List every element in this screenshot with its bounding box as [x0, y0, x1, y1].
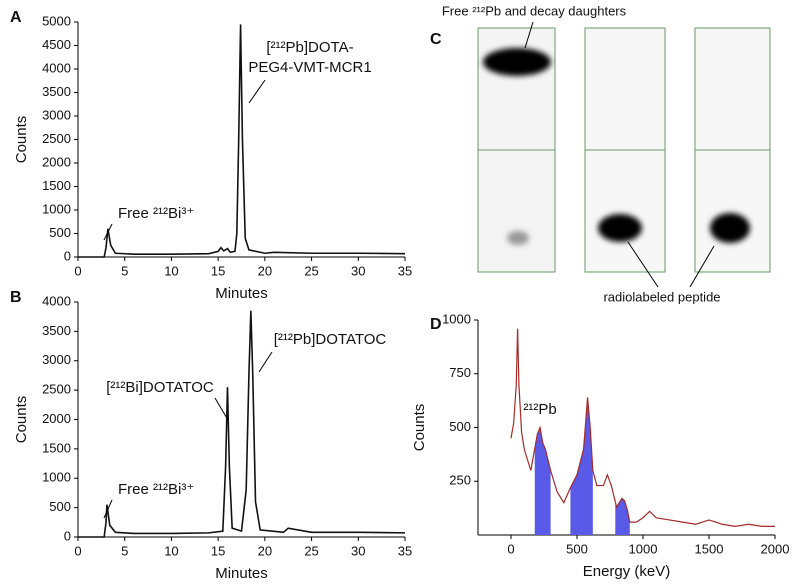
- y-tick-label: 0: [64, 248, 71, 263]
- data-line: [78, 310, 406, 538]
- y-tick-label: 0: [64, 528, 71, 543]
- y-tick-label: 4000: [42, 293, 71, 308]
- panel-label: A: [10, 9, 22, 26]
- y-tick-label: 2000: [42, 154, 71, 169]
- leader: [627, 241, 659, 288]
- y-tick-label: 1500: [42, 440, 71, 455]
- x-tick-label: 30: [351, 543, 365, 558]
- y-tick-label: 500: [449, 419, 471, 434]
- spot: [710, 213, 750, 243]
- annotation: Free ²¹²Bi³⁺: [118, 205, 194, 222]
- leader: [258, 351, 273, 373]
- leader: [248, 79, 266, 104]
- annotation: [²¹²Pb]DOTATOC: [274, 331, 387, 348]
- y-axis-label: Counts: [13, 396, 30, 444]
- y-tick-label: 250: [449, 473, 471, 488]
- leader: [524, 21, 534, 49]
- x-tick-label: 35: [398, 263, 412, 278]
- y-tick-label: 5000: [42, 13, 71, 28]
- y-axis-label: Counts: [13, 116, 30, 164]
- y-tick-label: 750: [449, 365, 471, 380]
- x-axis-label: Energy (keV): [583, 563, 671, 580]
- data-line: [78, 24, 406, 258]
- leader: [103, 499, 113, 519]
- x-tick-label: 10: [164, 543, 178, 558]
- panel-label: D: [430, 316, 442, 333]
- y-tick-label: 1500: [42, 178, 71, 193]
- x-tick-label: 25: [304, 543, 318, 558]
- panel-label: C: [430, 31, 442, 48]
- annotation: Free ²¹²Bi³⁺: [118, 481, 194, 498]
- annotation: ²¹²Pb: [523, 401, 556, 418]
- shaded-peak: [615, 498, 630, 535]
- annotation: [²¹²Pb]DOTA-: [266, 39, 353, 56]
- annotation: PEG4-VMT-MCR1: [248, 59, 371, 76]
- x-tick-label: 5: [121, 263, 128, 278]
- x-tick-label: 20: [258, 543, 272, 558]
- y-tick-label: 3500: [42, 323, 71, 338]
- y-tick-label: 2500: [42, 382, 71, 397]
- y-tick-label: 4000: [42, 60, 71, 75]
- x-axis-label: Minutes: [215, 565, 268, 582]
- y-tick-label: 3500: [42, 84, 71, 99]
- y-tick-label: 3000: [42, 107, 71, 122]
- x-tick-label: 20: [258, 263, 272, 278]
- y-axis-label: Counts: [411, 404, 428, 452]
- panel-c: C Free ²¹²Pb and decay daughters a b c r…: [430, 3, 771, 304]
- y-tick-label: 2500: [42, 131, 71, 146]
- x-tick-label: 15: [211, 543, 225, 558]
- y-tick-label: 4500: [42, 37, 71, 52]
- y-tick-label: 3000: [42, 352, 71, 367]
- spot: [507, 231, 529, 245]
- annotation: [²¹²Bi]DOTATOC: [106, 379, 214, 396]
- top-label: Free ²¹²Pb and decay daughters: [442, 3, 627, 18]
- data-line: [510, 328, 775, 528]
- x-tick-label: 15: [211, 263, 225, 278]
- x-tick-label: 500: [566, 541, 588, 556]
- y-tick-label: 1000: [42, 470, 71, 485]
- x-tick-label: 5: [121, 543, 128, 558]
- shaded-peak: [570, 397, 593, 535]
- x-tick-label: 2000: [761, 541, 790, 556]
- shaded-peak: [534, 427, 551, 535]
- x-tick-label: 35: [398, 543, 412, 558]
- x-tick-label: 30: [351, 263, 365, 278]
- x-tick-label: 0: [507, 541, 514, 556]
- leader: [214, 397, 229, 421]
- y-tick-label: 1000: [42, 201, 71, 216]
- y-tick-label: 500: [49, 499, 71, 514]
- x-tick-label: 10: [164, 263, 178, 278]
- spot: [598, 214, 642, 242]
- y-tick-label: 2000: [42, 411, 71, 426]
- y-tick-label: 500: [49, 225, 71, 240]
- leader: [689, 245, 715, 288]
- leader: [103, 223, 113, 241]
- spot: [483, 48, 551, 76]
- x-tick-label: 0: [74, 543, 81, 558]
- bottom-label: radiolabeled peptide: [603, 289, 720, 304]
- x-axis-label: Minutes: [215, 285, 268, 302]
- x-tick-label: 1000: [629, 541, 658, 556]
- x-tick-label: 0: [74, 263, 81, 278]
- x-tick-label: 25: [304, 263, 318, 278]
- x-tick-label: 1500: [695, 541, 724, 556]
- panel-label: B: [10, 289, 22, 306]
- y-tick-label: 1000: [442, 311, 471, 326]
